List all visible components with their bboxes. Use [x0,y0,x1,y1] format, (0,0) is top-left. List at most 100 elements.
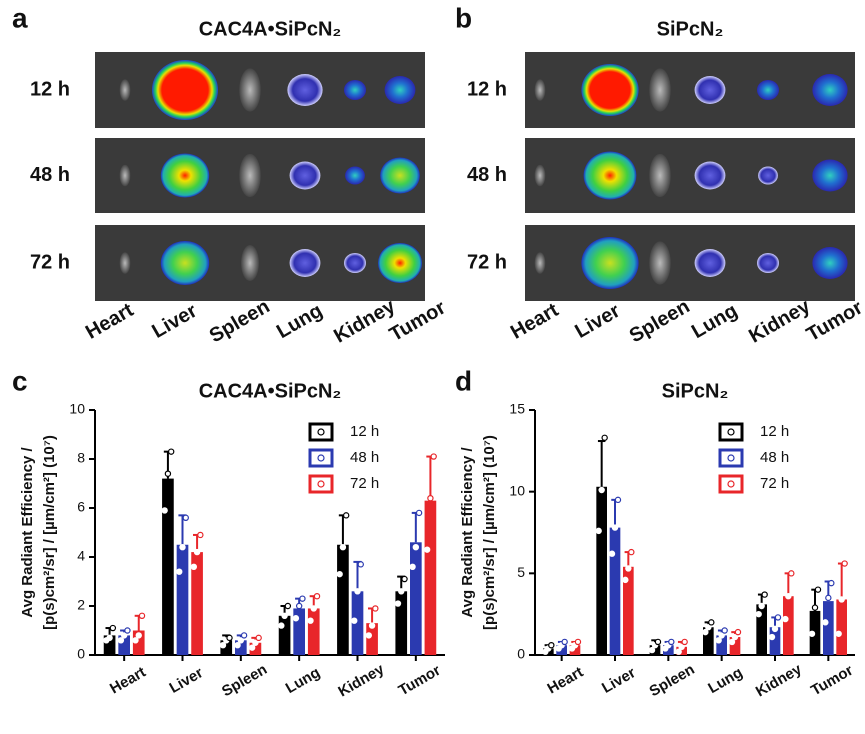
organ-label: Liver [571,300,624,343]
data-point [761,591,768,598]
image-strip [525,225,855,301]
legend-swatch [718,474,744,494]
organ-signal [287,74,323,106]
data-point [838,596,845,603]
organ-signal [239,153,261,198]
x-tick-label: Lung [283,664,323,697]
bar [569,645,581,655]
organ-label: Heart [82,299,138,344]
data-point [240,632,248,639]
organ-signal [583,151,637,200]
legend-swatch [718,448,744,468]
data-point [167,448,175,455]
x-tick-label: Liver [166,664,206,697]
data-point [234,642,241,649]
data-point [412,544,420,551]
data-point [351,617,358,624]
data-point [182,514,189,522]
organ-signal [160,153,210,198]
data-point [132,637,139,644]
data-point [252,639,259,646]
legend-dot [317,428,325,436]
data-point [176,568,183,575]
data-point [771,625,779,633]
data-point [281,612,288,620]
organ-signal [384,76,416,104]
data-point [135,632,142,639]
organ-signal [581,237,639,289]
data-point [313,593,321,600]
data-point [190,563,198,571]
x-tick-label: Tumor [396,662,444,700]
bar [118,635,130,655]
organ-label: Heart [507,299,563,344]
organ-signal [119,252,131,274]
legend-swatch [308,422,334,442]
bar [783,596,794,655]
x-tick-label: Heart [107,664,149,698]
data-point [841,560,848,567]
organ-label: Spleen [206,295,274,347]
y-tick-label: 10 [509,482,525,498]
data-point [299,595,306,602]
data-point [415,509,423,517]
data-point [401,575,408,583]
bar [395,591,408,655]
bar [132,630,145,655]
data-point [654,638,662,646]
x-tick-label: Spleen [219,661,270,700]
x-tick-label: Liver [599,664,639,697]
data-point [124,627,131,634]
organ-signal [757,80,779,100]
data-point [248,644,256,651]
data-point [702,628,709,636]
bar [249,642,262,655]
organ-signal [757,253,779,273]
x-tick-label: Heart [545,664,587,698]
bar [756,604,767,655]
data-point [117,637,125,644]
y-tick-label: 6 [77,499,85,515]
data-point [120,632,128,639]
legend-dot [317,480,325,488]
bar [729,637,741,655]
data-point [354,588,361,595]
y-axis-label: [p(s)cm²/sr] / [µm/cm²] (10⁷) [41,435,58,630]
legend-label: 12 h [760,423,789,440]
organ-signal [649,153,671,198]
data-point [718,632,725,639]
legend-dot [727,428,735,436]
data-point [307,617,314,624]
legend-swatch [308,474,334,494]
organ-signal [694,249,726,277]
legend-swatch [718,422,744,442]
organ-signal [289,249,321,277]
data-point [675,648,682,655]
data-point [226,634,233,642]
bar [410,542,422,655]
y-tick-label: 8 [77,450,85,466]
time-label: 12 h [467,78,507,100]
data-point [193,548,201,556]
time-label: 72 h [467,251,507,273]
data-point [705,624,712,631]
data-point [423,546,431,553]
bar [556,645,567,655]
x-tick-label: Kidney [335,660,387,700]
x-tick-label: Kidney [753,660,805,700]
y-tick-label: 0 [517,646,525,662]
data-point [822,619,829,626]
legend-label: 48 h [760,449,789,466]
y-tick-label: 0 [77,646,85,662]
panel-letter: d [455,365,472,396]
bar [836,599,847,655]
y-tick-label: 10 [69,401,85,417]
organ-signal [152,60,218,120]
data-point [342,512,350,519]
organ-signal [812,247,848,279]
data-point [678,643,685,651]
data-point [715,637,722,644]
panel-title: CAC4A•SiPcN₂ [199,18,342,40]
y-axis-label: [p(s)cm²/sr] / [µm/cm²] (10⁷) [481,435,498,630]
